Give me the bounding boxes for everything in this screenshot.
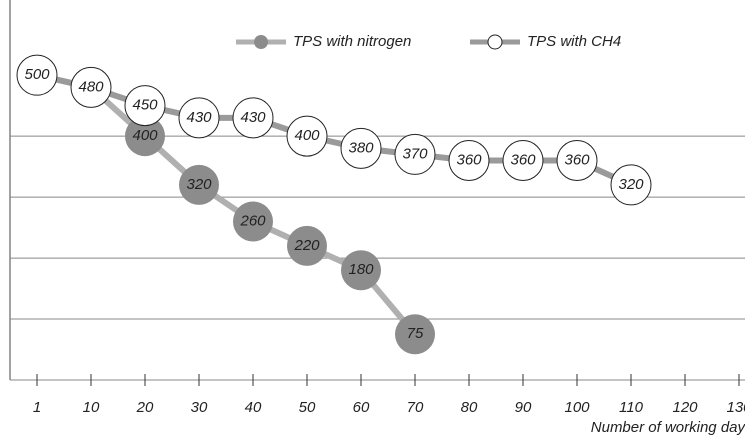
- x-tick-label: 130: [726, 399, 745, 416]
- x-tick-label: 70: [407, 399, 424, 416]
- x-tick-label: 60: [353, 399, 370, 416]
- x-tick-label: 1: [33, 399, 41, 416]
- data-point: [232, 97, 274, 139]
- data-point: [16, 54, 58, 96]
- data-point: [340, 127, 382, 169]
- data-point: [610, 164, 652, 206]
- x-tick-label: 20: [136, 399, 154, 416]
- data-label: 320: [186, 176, 212, 193]
- data-point: [179, 164, 219, 205]
- legend-marker: [254, 35, 268, 49]
- x-tick-label: 100: [564, 399, 590, 416]
- data-label: 360: [510, 151, 536, 168]
- data-label: 180: [348, 261, 374, 278]
- data-point: [502, 140, 544, 182]
- data-label: 480: [78, 78, 104, 95]
- data-point: [341, 250, 381, 291]
- data-point: [125, 116, 165, 157]
- data-point: [124, 85, 166, 127]
- x-tick-label: 120: [672, 399, 698, 416]
- data-label: 380: [348, 139, 374, 156]
- x-tick-label: 30: [191, 399, 208, 416]
- data-point: [286, 115, 328, 157]
- legend-marker: [487, 34, 503, 50]
- marks: 5004804003202602201807550048045043043040…: [16, 54, 652, 355]
- data-label: 500: [24, 66, 50, 83]
- data-point: [70, 66, 112, 108]
- data-point: [178, 97, 220, 139]
- data-label: 260: [239, 212, 266, 229]
- x-tick-label: 110: [619, 399, 644, 416]
- data-label: 450: [132, 97, 158, 114]
- data-label: 75: [407, 325, 424, 342]
- data-point: [448, 140, 490, 182]
- data-label: 360: [456, 151, 482, 168]
- x-tick-label: 80: [461, 399, 478, 416]
- data-label: 220: [293, 237, 320, 254]
- legend-label: TPS with nitrogen: [293, 33, 411, 50]
- lines: [36, 72, 633, 337]
- data-point: [287, 225, 327, 266]
- data-label: 430: [186, 109, 212, 126]
- series-line: [36, 72, 418, 337]
- legend-label: TPS with CH4: [527, 33, 621, 50]
- x-tick-label: 50: [299, 399, 316, 416]
- x-axis-label: Number of working day: [591, 419, 745, 436]
- data-point: [395, 314, 435, 355]
- data-label: 400: [294, 127, 320, 144]
- x-tick-label: 40: [245, 399, 262, 416]
- data-label: 370: [402, 145, 428, 162]
- data-point: [233, 201, 273, 242]
- data-label: 320: [618, 176, 644, 193]
- data-point: [556, 140, 598, 182]
- data-label: 400: [132, 127, 158, 144]
- data-point: [394, 133, 436, 175]
- data-label: 360: [564, 151, 590, 168]
- x-tick-label: 10: [83, 399, 100, 416]
- x-tick-label: 90: [515, 399, 532, 416]
- data-label: 430: [240, 109, 266, 126]
- legend: TPS with nitrogen TPS with CH4: [236, 33, 621, 50]
